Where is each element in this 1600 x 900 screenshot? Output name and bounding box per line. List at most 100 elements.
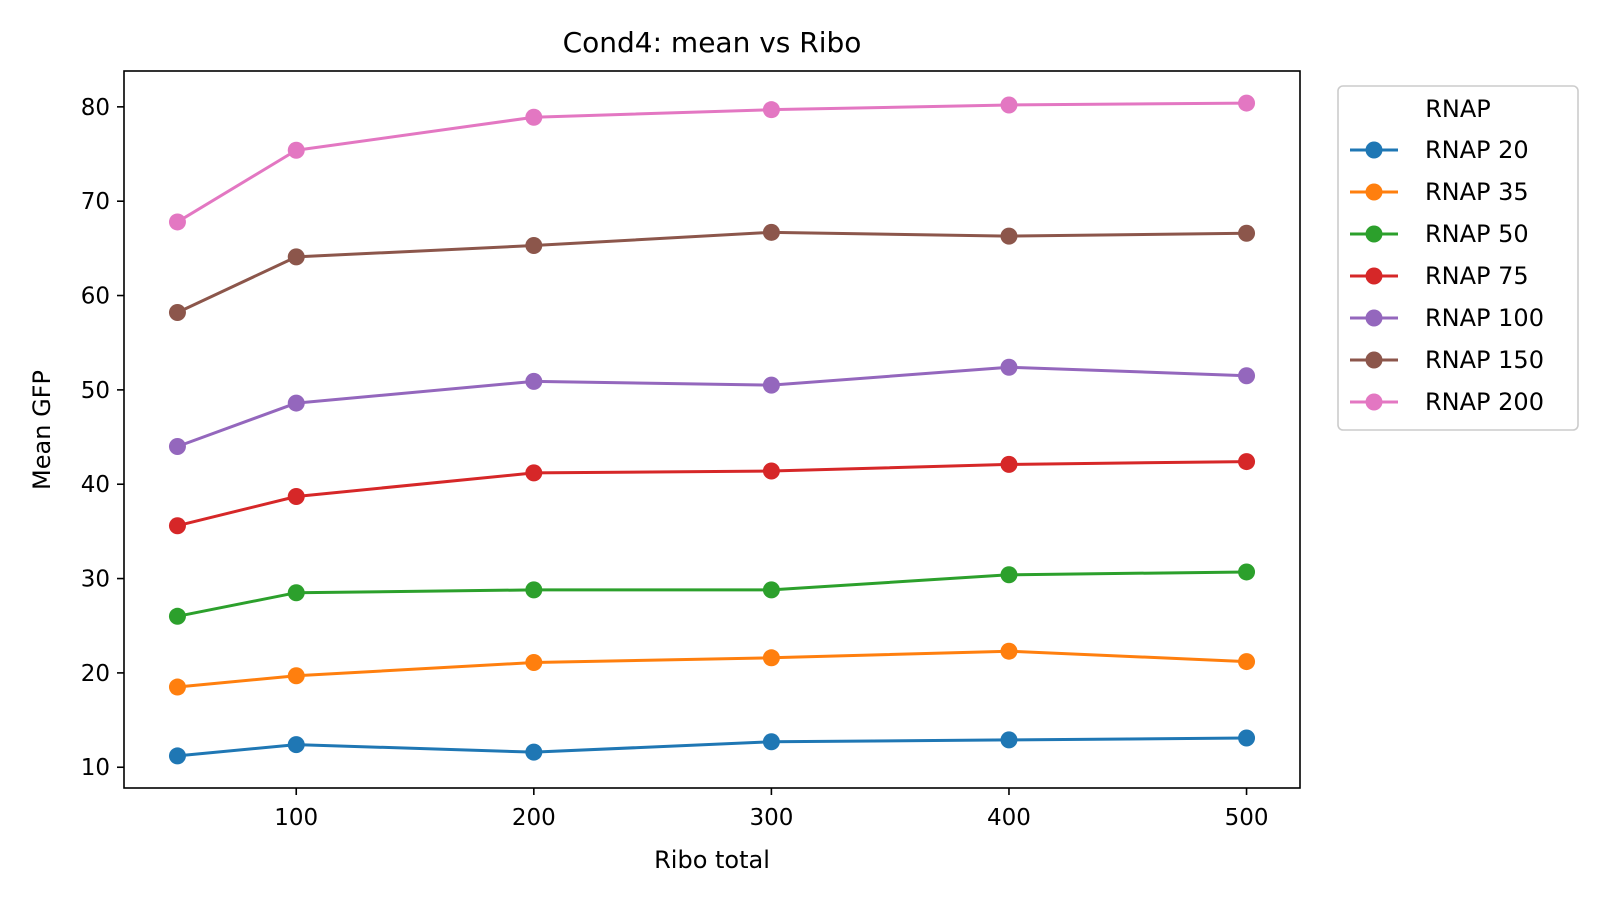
legend-title: RNAP (1425, 95, 1491, 123)
legend-swatch-marker (1365, 225, 1383, 243)
legend-swatch-marker (1365, 183, 1383, 201)
y-tick-label: 10 (81, 755, 110, 781)
series-line (177, 460, 1247, 528)
data-point (168, 678, 186, 696)
series-line (176, 101, 1247, 224)
series-line (177, 649, 1247, 689)
data-point (1000, 642, 1018, 660)
data-point (762, 101, 780, 119)
legend-box (1337, 85, 1579, 431)
data-point (762, 223, 780, 241)
data-point (287, 667, 305, 685)
legend-label: RNAP 20 (1425, 136, 1529, 164)
x-axis: 100 200 300 400 500 (274, 788, 1268, 831)
legend-items: RNAP 20 RNAP 35 RNAP 50 RNAP 75 RNAP 100 RNAP… (1350, 136, 1544, 416)
data-point (1238, 367, 1256, 385)
legend-label: RNAP 200 (1425, 388, 1544, 416)
y-tick-label: 20 (81, 661, 110, 687)
series-rnap-20 (168, 729, 1256, 765)
series-rnap-35 (168, 642, 1256, 696)
legend-swatch-marker (1365, 267, 1383, 285)
data-point (1238, 224, 1256, 242)
series-rnap-50 (168, 563, 1256, 625)
data-point (287, 487, 305, 505)
data-point (1000, 358, 1018, 376)
data-point (525, 237, 543, 255)
data-point (762, 462, 780, 480)
x-tick-label: 400 (987, 805, 1031, 831)
legend-item: RNAP 50 (1350, 220, 1529, 248)
data-point (287, 394, 305, 412)
data-point (762, 581, 780, 599)
legend-label: RNAP 50 (1425, 220, 1529, 248)
x-tick-label: 500 (1225, 805, 1269, 831)
data-point (525, 372, 543, 390)
chart-title: Cond4: mean vs Ribo (563, 26, 862, 59)
data-point (1000, 566, 1018, 584)
data-point (168, 517, 186, 535)
legend-swatch-marker (1365, 393, 1383, 411)
y-tick-label: 30 (81, 567, 110, 593)
y-tick-label: 80 (81, 95, 110, 121)
data-point (168, 304, 186, 322)
legend-item: RNAP 150 (1350, 346, 1544, 374)
data-point (168, 213, 186, 231)
data-point (525, 581, 543, 599)
y-axis: 10 20 30 40 50 60 70 80 (81, 95, 124, 781)
legend: RNAP RNAP 20 RNAP 35 RNAP 50 RNAP 75 RNAP 10… (1337, 85, 1579, 431)
y-tick-label: 50 (81, 378, 110, 404)
legend-label: RNAP 100 (1425, 304, 1544, 332)
data-point (1238, 729, 1256, 747)
plot-frame (123, 70, 1301, 789)
legend-item: RNAP 100 (1350, 304, 1544, 332)
data-point (1238, 563, 1256, 581)
legend-label: RNAP 35 (1425, 178, 1529, 206)
data-point (287, 141, 305, 159)
series-line (177, 736, 1247, 758)
data-point (1000, 227, 1018, 245)
data-point (762, 376, 780, 394)
y-tick-label: 60 (81, 284, 110, 310)
data-point (525, 743, 543, 761)
data-point (1000, 455, 1018, 473)
data-point (1238, 453, 1256, 471)
x-axis-label: Ribo total (654, 846, 770, 874)
series-line (176, 230, 1247, 314)
data-point (525, 464, 543, 482)
legend-label: RNAP 75 (1425, 262, 1529, 290)
x-tick-label: 100 (274, 805, 318, 831)
legend-item: RNAP 35 (1350, 178, 1529, 206)
legend-swatch-marker (1365, 351, 1383, 369)
series-line (176, 365, 1247, 448)
legend-swatch-marker (1365, 141, 1383, 159)
x-tick-label: 300 (749, 805, 793, 831)
legend-swatch-marker (1365, 309, 1383, 327)
y-axis-label: Mean GFP (28, 370, 56, 490)
series-line (177, 570, 1247, 618)
data-point (762, 733, 780, 751)
data-point (168, 747, 186, 765)
data-point (525, 654, 543, 672)
data-point (168, 607, 186, 625)
data-point (1238, 653, 1256, 671)
series-rnap-100 (168, 358, 1256, 455)
plot-area (168, 94, 1256, 765)
x-tick-label: 200 (512, 805, 556, 831)
series-rnap-150 (168, 223, 1256, 322)
data-point (1000, 731, 1018, 749)
data-point (762, 649, 780, 667)
y-tick-label: 70 (81, 189, 110, 215)
series-rnap-75 (168, 453, 1256, 535)
data-point (1238, 94, 1256, 112)
data-point (287, 248, 305, 266)
data-point (168, 437, 186, 455)
data-point (525, 108, 543, 126)
y-tick-label: 40 (81, 472, 110, 498)
series-rnap-200 (168, 94, 1256, 231)
legend-label: RNAP 150 (1425, 346, 1544, 374)
legend-item: RNAP 20 (1350, 136, 1529, 164)
legend-item: RNAP 200 (1350, 388, 1544, 416)
data-point (1000, 96, 1018, 114)
legend-item: RNAP 75 (1350, 262, 1529, 290)
